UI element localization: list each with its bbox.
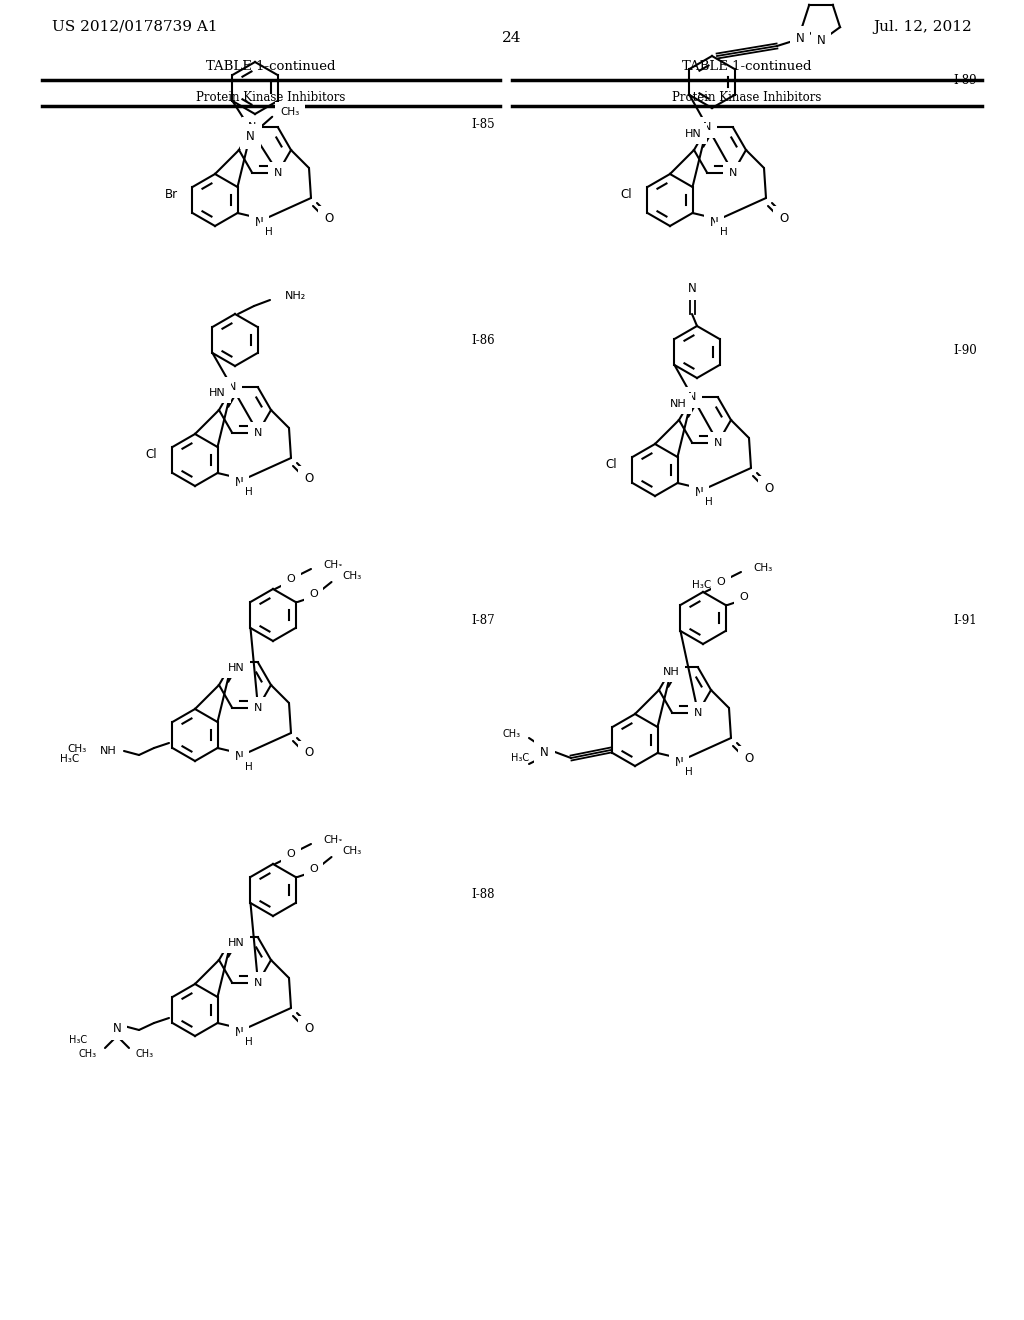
Text: O: O — [744, 751, 754, 764]
Text: N: N — [254, 702, 262, 713]
Text: O: O — [304, 747, 313, 759]
Text: O: O — [287, 849, 295, 859]
Text: H: H — [706, 498, 713, 507]
Text: N: N — [255, 215, 263, 228]
Text: I-87: I-87 — [471, 614, 495, 627]
Text: N: N — [273, 168, 283, 177]
Text: CH₃: CH₃ — [323, 560, 342, 570]
Text: N: N — [668, 663, 676, 672]
Text: O: O — [739, 591, 748, 602]
Text: I-88: I-88 — [471, 888, 495, 902]
Text: CH₃: CH₃ — [79, 1049, 97, 1059]
Text: NH₂: NH₂ — [285, 290, 306, 301]
Text: O: O — [717, 577, 725, 587]
Text: Jul. 12, 2012: Jul. 12, 2012 — [873, 20, 972, 34]
Text: HN: HN — [227, 663, 245, 673]
Text: N: N — [816, 34, 825, 48]
Text: O: O — [304, 471, 313, 484]
Text: 24: 24 — [502, 30, 522, 45]
Text: O: O — [325, 211, 334, 224]
Text: Br: Br — [165, 189, 177, 202]
Text: N: N — [227, 657, 237, 668]
Text: N: N — [246, 131, 255, 144]
Text: Cl: Cl — [621, 189, 632, 202]
Text: CH₃: CH₃ — [68, 744, 87, 754]
Text: H: H — [245, 1038, 253, 1047]
Text: CH₃: CH₃ — [503, 729, 521, 739]
Text: N: N — [694, 486, 703, 499]
Text: N: N — [248, 123, 256, 132]
Text: N: N — [714, 437, 722, 447]
Text: CH₃: CH₃ — [281, 107, 299, 116]
Text: N: N — [234, 751, 244, 763]
Text: CH₃: CH₃ — [342, 572, 361, 581]
Text: N: N — [702, 123, 712, 132]
Text: H₃C: H₃C — [59, 754, 79, 764]
Text: N: N — [227, 932, 237, 942]
Text: I-90: I-90 — [953, 343, 977, 356]
Text: NH: NH — [663, 667, 679, 677]
Text: I-85: I-85 — [471, 119, 495, 132]
Text: N: N — [234, 475, 244, 488]
Text: N: N — [227, 383, 237, 392]
Text: NH: NH — [670, 399, 686, 409]
Text: N: N — [796, 32, 805, 45]
Text: CH₃: CH₃ — [342, 846, 361, 855]
Text: Protein Kinase Inhibitors: Protein Kinase Inhibitors — [197, 91, 346, 104]
Text: H₃C: H₃C — [511, 752, 529, 763]
Text: HN: HN — [227, 937, 245, 948]
Text: H₃C: H₃C — [692, 579, 712, 590]
Text: O: O — [309, 589, 317, 599]
Text: CH₃: CH₃ — [323, 836, 342, 845]
Text: N: N — [675, 755, 683, 768]
Text: NH: NH — [100, 746, 117, 756]
Text: N: N — [710, 215, 719, 228]
Text: H: H — [245, 762, 253, 772]
Text: N: N — [694, 708, 702, 718]
Text: O: O — [287, 574, 295, 583]
Text: N: N — [729, 168, 737, 177]
Text: I-89: I-89 — [953, 74, 977, 87]
Text: H: H — [685, 767, 693, 777]
Text: Cl: Cl — [605, 458, 616, 471]
Text: N: N — [254, 978, 262, 987]
Text: Protein Kinase Inhibitors: Protein Kinase Inhibitors — [673, 91, 821, 104]
Text: Cl: Cl — [145, 449, 157, 462]
Text: N: N — [688, 392, 696, 403]
Text: H: H — [245, 487, 253, 498]
Text: N: N — [234, 1026, 244, 1039]
Text: N: N — [688, 281, 696, 294]
Text: N: N — [541, 746, 549, 759]
Text: N: N — [113, 1022, 122, 1035]
Text: I-86: I-86 — [471, 334, 495, 346]
Text: O: O — [309, 865, 317, 874]
Text: H: H — [720, 227, 728, 238]
Text: H₃C: H₃C — [69, 1035, 87, 1045]
Text: TABLE 1-continued: TABLE 1-continued — [682, 59, 812, 73]
Text: TABLE 1-continued: TABLE 1-continued — [206, 59, 336, 73]
Text: O: O — [304, 1022, 313, 1035]
Text: O: O — [779, 211, 788, 224]
Text: US 2012/0178739 A1: US 2012/0178739 A1 — [52, 20, 218, 34]
Text: HN: HN — [684, 129, 701, 139]
Text: HN: HN — [209, 388, 225, 397]
Text: CH₃: CH₃ — [753, 564, 772, 573]
Text: I-91: I-91 — [953, 614, 977, 627]
Text: CH₃: CH₃ — [136, 1049, 155, 1059]
Text: H: H — [265, 227, 272, 238]
Text: O: O — [764, 482, 773, 495]
Text: N: N — [254, 428, 262, 437]
